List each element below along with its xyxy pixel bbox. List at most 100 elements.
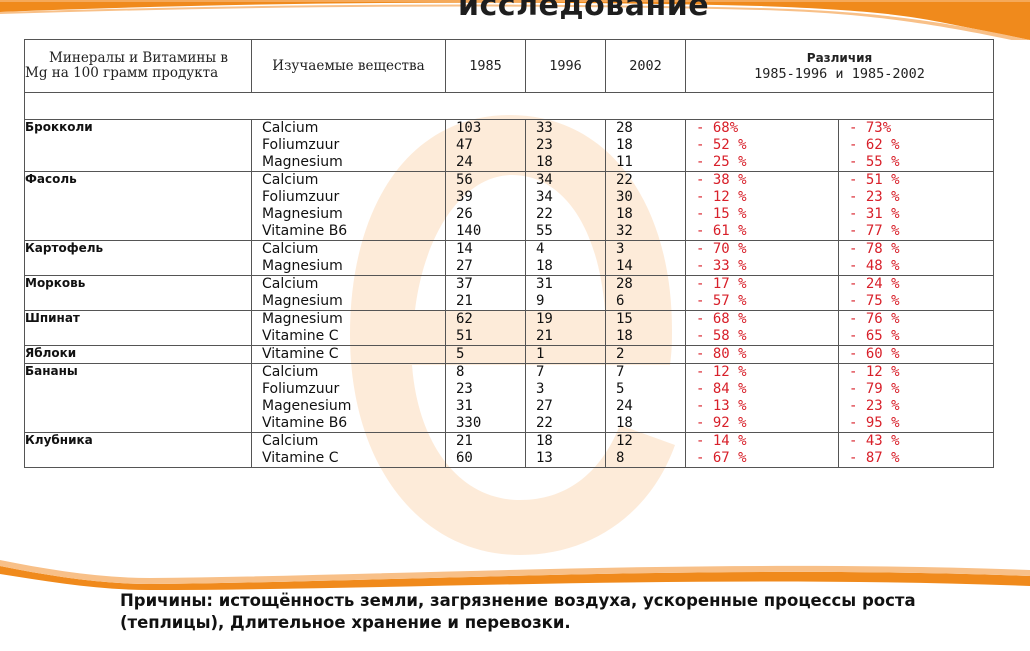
value-1985-cell: 103 47 24 [445,119,526,172]
diff-1985-1996-cell: - 70 % - 33 % [685,240,839,276]
diff-1985-2002-cell: - 12 % - 79 % - 23 % - 95 % [838,363,994,433]
diff-1985-2002: - 76 % [849,311,900,327]
table-row: Фасоль Calcium Foliumzuur Magnesium Vitamine… [24,171,994,241]
substance-name: Foliumzuur [262,137,340,153]
table-row: Морковь Calcium Magnesium 37 21 31 9 28 6- 17 % -… [24,275,994,311]
value-2002: 18 [616,328,633,344]
value-2002: 11 [616,154,633,170]
value-1996: 1 [536,346,545,362]
diff-1985-1996: - 84 % [696,381,747,397]
product-name: Бананы [24,363,252,433]
value-1985: 140 [456,223,482,239]
diff-1985-2002-cell: - 24 % - 75 % [838,275,994,311]
value-2002: 28 [616,276,633,292]
value-1996: 18 [536,258,553,274]
substance-name-cell: Magnesium Vitamine C [251,310,446,346]
table-spacer-row [24,92,994,120]
diff-1985-2002: - 75 % [849,293,900,309]
diff-1985-2002-cell: - 73% - 62 % - 55 % [838,119,994,172]
header-year-2002: 2002 [605,39,686,93]
diff-1985-1996-cell: - 68% - 52 % - 25 % [685,119,839,172]
value-1985: 8 [456,364,465,380]
value-2002: 28 [616,120,633,136]
substance-name: Calcium [262,241,319,257]
diff-1985-1996: - 67 % [696,450,747,466]
diff-1985-2002-cell: - 78 % - 48 % [838,240,994,276]
diff-1985-1996: - 38 % [696,172,747,188]
value-1996: 7 [536,364,545,380]
diff-1985-2002: - 62 % [849,137,900,153]
value-1996: 34 [536,189,553,205]
value-2002: 6 [616,293,625,309]
value-1996: 23 [536,137,553,153]
product-name: Клубника [24,432,252,468]
value-2002: 32 [616,223,633,239]
diff-1985-1996-cell: - 17 % - 57 % [685,275,839,311]
value-1985: 5 [456,346,465,362]
header-minerals-line1: Минералы и Витамины в [49,50,228,66]
diff-1985-2002: - 73% [849,120,892,136]
value-1985-cell: 62 51 [445,310,526,346]
diff-1985-1996: - 61 % [696,223,747,239]
substance-name-cell: Calcium Magnesium [251,275,446,311]
value-2002-cell: 2 [605,345,686,364]
value-2002: 14 [616,258,633,274]
diff-1985-2002-cell: - 60 % [838,345,994,364]
diff-1985-2002-cell: - 76 % - 65 % [838,310,994,346]
diff-1985-2002-cell: - 43 % - 87 % [838,432,994,468]
value-1996: 19 [536,311,553,327]
diff-1985-1996: - 15 % [696,206,747,222]
table-row: Яблоки Vitamine C 5 1 2 - 80 % - 60 % [24,345,994,364]
value-1996: 13 [536,450,553,466]
value-2002: 5 [616,381,625,397]
table-row: Картофель Calcium Magnesium 14 27 4 18 3 14- 70 … [24,240,994,276]
diff-1985-2002: - 48 % [849,258,900,274]
diff-1985-1996: - 80 % [696,346,747,362]
value-1985: 21 [456,293,473,309]
value-1985: 60 [456,450,473,466]
value-1985-cell: 8 23 31 330 [445,363,526,433]
substance-name: Magenesium [262,398,352,414]
diff-1985-2002: - 23 % [849,398,900,414]
diff-1985-1996-cell: - 38 % - 12 % - 15 % - 61 % [685,171,839,241]
substance-name: Calcium [262,364,319,380]
value-1996-cell: 31 9 [525,275,606,311]
diff-1985-1996-cell: - 14 % - 67 % [685,432,839,468]
value-1996-cell: 1 [525,345,606,364]
value-1996: 9 [536,293,545,309]
value-1985: 24 [456,154,473,170]
table-row: Клубника Calcium Vitamine C 21 60 18 13 12 8- 14… [24,432,994,468]
diff-1985-1996: - 58 % [696,328,747,344]
value-1996: 22 [536,206,553,222]
value-1985: 23 [456,381,473,397]
table-row: Бананы Calcium Foliumzuur Magenesium Vitamin… [24,363,994,433]
diff-1985-2002: - 65 % [849,328,900,344]
diff-1985-1996: - 12 % [696,189,747,205]
value-1996: 4 [536,241,545,257]
header-substances: Изучаемые вещества [251,39,446,93]
value-1996: 33 [536,120,553,136]
value-1985: 21 [456,433,473,449]
diff-1985-2002: - 31 % [849,206,900,222]
value-1996-cell: 34 34 22 55 [525,171,606,241]
diff-1985-1996: - 12 % [696,364,747,380]
value-2002-cell: 15 18 [605,310,686,346]
substance-name-cell: Calcium Foliumzuur Magnesium Vitamine B6 [251,171,446,241]
header-differences: Различия 1985-1996 и 1985-2002 [685,39,994,93]
value-2002: 22 [616,172,633,188]
value-1996: 22 [536,415,553,431]
value-1996: 34 [536,172,553,188]
value-2002: 18 [616,206,633,222]
header-diff-title: Различия [806,51,873,65]
diff-1985-1996: - 14 % [696,433,747,449]
product-name: Картофель [24,240,252,276]
value-1985: 62 [456,311,473,327]
diff-1985-1996: - 92 % [696,415,747,431]
footer-causes: Причины: истощённость земли, загрязнение… [120,591,916,632]
substance-name: Calcium [262,120,319,136]
value-1985-cell: 14 27 [445,240,526,276]
diff-1985-1996: - 33 % [696,258,747,274]
diff-1985-1996: - 68% [696,120,739,136]
value-2002: 15 [616,311,633,327]
diff-1985-2002: - 95 % [849,415,900,431]
